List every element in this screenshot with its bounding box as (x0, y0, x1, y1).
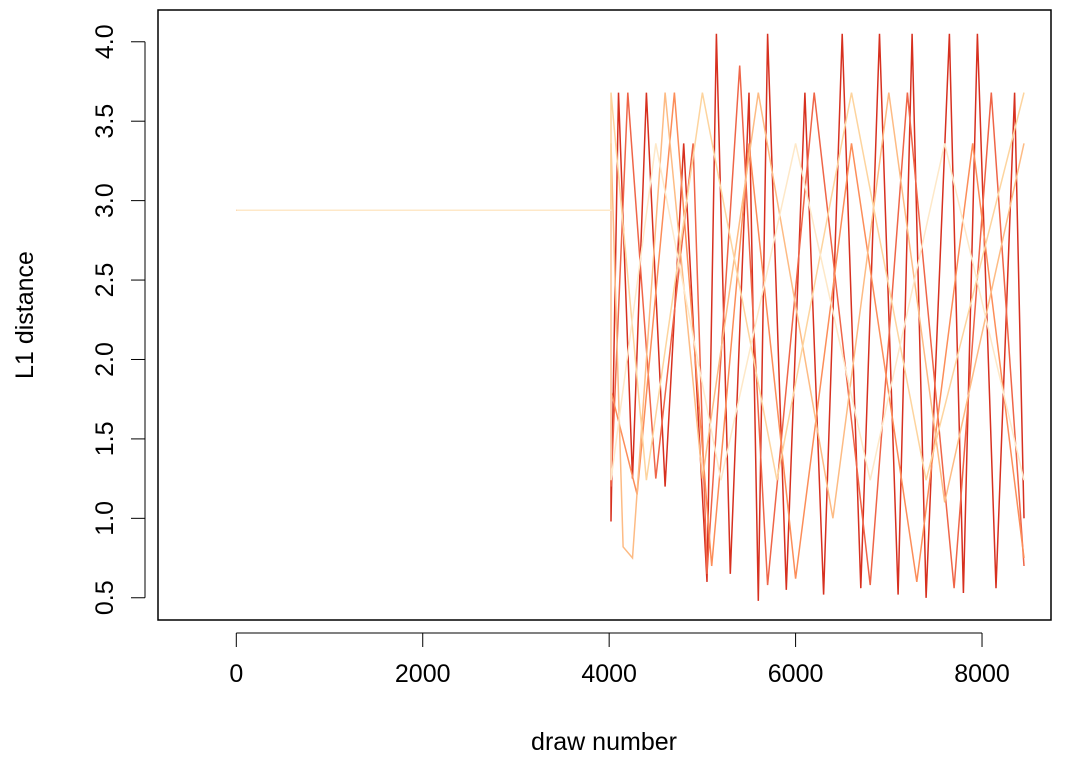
x-tick-label: 2000 (395, 660, 451, 688)
y-tick-label: 4.0 (91, 24, 119, 59)
axis-layer: 0 2000 4000 6000 8000 0.5 1.0 1.5 2.0 2.5 3.0 3.5 4.… (91, 24, 1010, 688)
y-tick-label: 3.0 (91, 183, 119, 218)
y-tick-label: 1.0 (91, 501, 119, 536)
y-tick-label: 2.5 (91, 263, 119, 298)
x-tick-label: 8000 (954, 660, 1010, 688)
y-axis-title: L1 distance (11, 251, 39, 379)
plot-frame (157, 9, 1052, 621)
x-tick-label: 6000 (768, 660, 824, 688)
series-line-6 (236, 143, 1025, 481)
series-line-4 (236, 92, 1025, 560)
x-tick-label: 4000 (581, 660, 637, 688)
series-line-2 (236, 65, 1025, 589)
series-layer (236, 33, 1025, 601)
series-line-5 (236, 92, 1025, 481)
x-tick-label: 0 (229, 660, 243, 688)
y-tick-label: 3.5 (91, 104, 119, 139)
y-tick-label: 1.5 (91, 422, 119, 457)
y-tick-label: 0.5 (91, 580, 119, 615)
series-line-1 (236, 33, 1025, 601)
x-axis-title: draw number (531, 728, 677, 756)
y-tick-label: 2.0 (91, 342, 119, 377)
